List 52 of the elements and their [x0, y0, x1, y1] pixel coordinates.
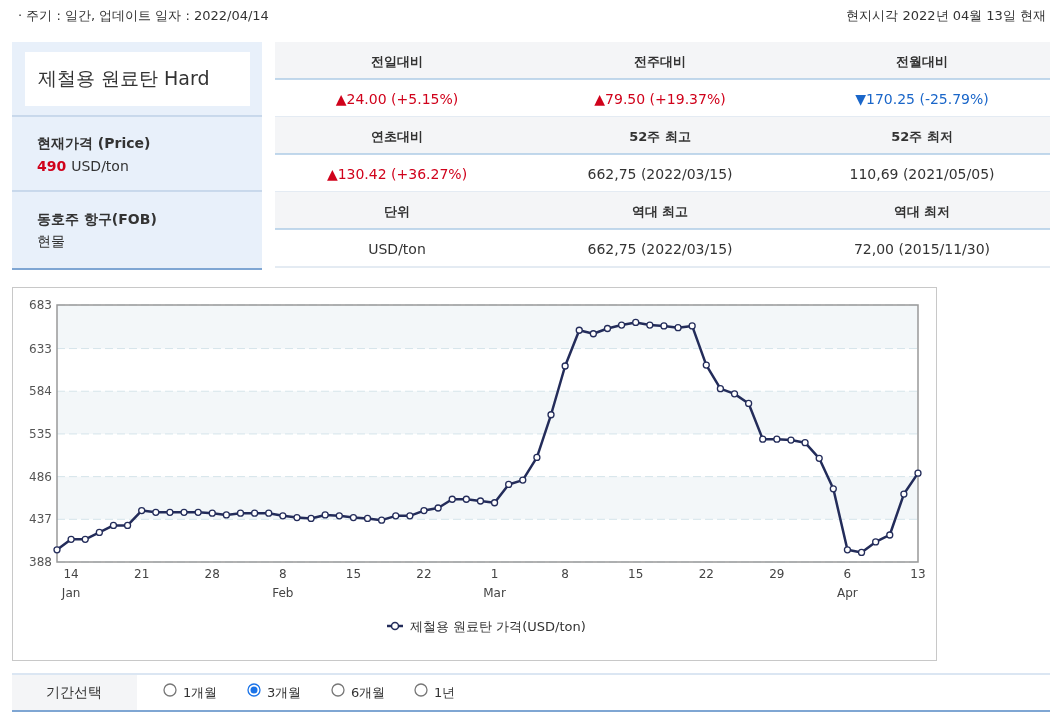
text: 현물 [37, 233, 65, 249]
x-tick-label: 6 Apr [837, 567, 858, 600]
text: 현지시각 2022년 04월 13일 현재 [846, 8, 1046, 23]
text: ▲24.00 (+5.15%) [335, 91, 459, 107]
text: 662,75 (2022/03/15) [587, 166, 733, 182]
y-tick-label: 633 [29, 341, 52, 356]
text: 490 [37, 158, 67, 174]
x-tick-label: 14 Jan [60, 567, 81, 600]
y-tick-label: 683 [29, 298, 52, 312]
text: 1년 [434, 685, 456, 700]
y-tick-label: 486 [29, 469, 52, 484]
text: USD/ton [368, 241, 426, 257]
y-tick-label: 584 [29, 384, 52, 399]
x-tick-label: 22 [416, 567, 432, 581]
text: 1개월 [183, 685, 218, 700]
text: · 주기 : 일간, 업데이트 일자 : 2022/04/14 [18, 8, 269, 23]
text: 역대 최고 [631, 204, 689, 219]
x-tick-label: 28 [204, 567, 220, 581]
text: 72,00 (2015/11/30) [853, 241, 991, 257]
text: 기간선택 [46, 684, 102, 700]
y-tick-label: 535 [29, 426, 52, 441]
x-tick-label: 29 [769, 567, 785, 581]
text: 전주대비 [634, 54, 686, 69]
x-tick-label: 8 Feb [272, 567, 294, 600]
text: 110,69 (2021/05/05) [849, 166, 995, 182]
x-tick-label: 15 [628, 567, 644, 581]
legend-label: 제철용 원료탄 가격(USD/ton) [410, 619, 586, 634]
x-tick-label: 15 [345, 567, 362, 581]
text: 662,75 (2022/03/15) [587, 241, 733, 257]
text: ▼170.25 (-25.79%) [855, 91, 989, 107]
text: 52주 최고 [629, 129, 691, 144]
y-tick-label: 388 [29, 555, 52, 569]
x-tick-label: 8 [561, 567, 569, 581]
text: 52주 최저 [891, 129, 953, 144]
chart-title: 제철용 원료탄 Hard [38, 67, 210, 89]
text: USD/ton [71, 158, 129, 174]
text: 3개월 [267, 685, 302, 700]
x-tick-label: 1 Mar [483, 567, 506, 600]
text: 동호주 항구(FOB) [37, 211, 157, 227]
x-tick-label: 22 [698, 567, 714, 581]
text: ▲130.42 (+36.27%) [326, 166, 468, 182]
y-tick-label: 437 [29, 512, 52, 527]
x-tick-label: 21 [134, 567, 150, 581]
text: ▲79.50 (+19.37%) [594, 91, 726, 107]
text: 전월대비 [896, 54, 948, 69]
text: 연초대비 [371, 129, 423, 144]
text: 6개월 [351, 685, 386, 700]
text: 현재가격 (Price) [37, 135, 151, 151]
text: 역대 최저 [893, 204, 951, 219]
x-tick-label: 13 [910, 567, 926, 581]
text: 단위 [384, 204, 410, 219]
text: 전일대비 [371, 54, 423, 69]
